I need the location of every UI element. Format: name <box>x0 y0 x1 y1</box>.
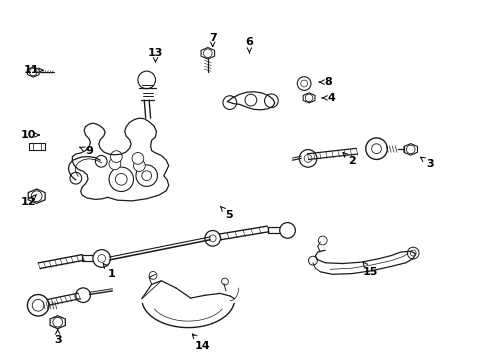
Polygon shape <box>50 316 65 329</box>
Text: 11: 11 <box>24 65 43 75</box>
Polygon shape <box>82 255 97 261</box>
Text: 9: 9 <box>80 146 93 156</box>
Text: 15: 15 <box>362 262 378 277</box>
Circle shape <box>204 230 220 246</box>
Circle shape <box>93 250 110 267</box>
Circle shape <box>264 94 278 108</box>
Circle shape <box>299 150 316 167</box>
Circle shape <box>279 222 295 238</box>
Circle shape <box>297 77 310 90</box>
Polygon shape <box>403 144 417 155</box>
Text: 13: 13 <box>147 48 163 62</box>
Text: 12: 12 <box>20 194 37 207</box>
Text: 8: 8 <box>319 77 332 87</box>
Text: 7: 7 <box>208 33 216 46</box>
Text: 2: 2 <box>342 153 355 166</box>
Text: 3: 3 <box>54 329 61 345</box>
Circle shape <box>138 71 155 89</box>
Circle shape <box>27 294 49 316</box>
Text: 3: 3 <box>420 157 433 169</box>
Text: 5: 5 <box>220 206 232 220</box>
Circle shape <box>70 172 81 184</box>
Text: 4: 4 <box>322 93 335 103</box>
Text: 10: 10 <box>20 130 39 140</box>
Polygon shape <box>27 67 39 77</box>
Circle shape <box>133 160 145 171</box>
Circle shape <box>365 138 386 159</box>
Polygon shape <box>267 227 282 233</box>
Polygon shape <box>201 48 214 59</box>
Text: 1: 1 <box>103 264 115 279</box>
Circle shape <box>136 165 157 186</box>
Circle shape <box>110 151 122 162</box>
Circle shape <box>95 156 107 167</box>
Circle shape <box>109 167 133 192</box>
Polygon shape <box>303 93 314 103</box>
Text: 14: 14 <box>192 334 210 351</box>
Circle shape <box>109 158 121 170</box>
Circle shape <box>132 153 143 164</box>
Text: 6: 6 <box>245 37 253 53</box>
Polygon shape <box>28 189 45 203</box>
Circle shape <box>76 288 90 302</box>
Circle shape <box>223 96 236 109</box>
Circle shape <box>244 94 256 106</box>
